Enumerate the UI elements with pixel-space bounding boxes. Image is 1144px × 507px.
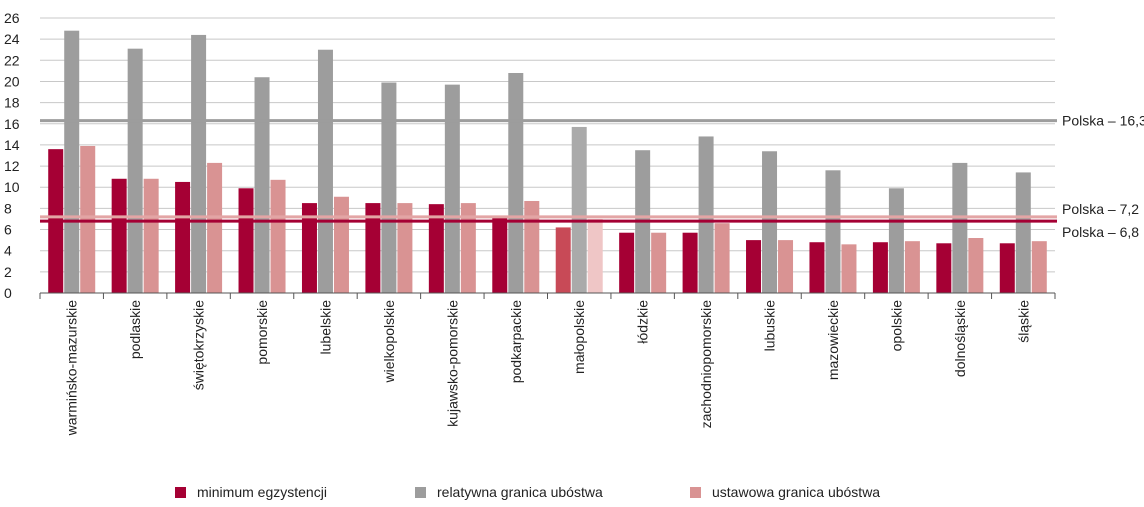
category-label: mazowieckie — [825, 300, 841, 380]
category-label: podkarpackie — [508, 300, 524, 383]
bar-ustawowa-granica-ubóstwa-15 — [1031, 241, 1047, 293]
bar-minimum-egzystencji-6 — [428, 204, 444, 293]
y-tick-label: 12 — [4, 158, 20, 174]
category-label: łódzkie — [635, 300, 651, 344]
category-label: pomorskie — [254, 300, 270, 365]
bar-relatywna-granica-ubóstwa-8 — [571, 126, 587, 293]
bar-ustawowa-granica-ubóstwa-10 — [714, 223, 730, 293]
legend-label: relatywna granica ubóstwa — [437, 484, 603, 500]
bar-relatywna-granica-ubóstwa-14 — [952, 162, 968, 293]
bar-minimum-egzystencji-8 — [555, 227, 571, 293]
category-label: śląskie — [1015, 300, 1031, 343]
y-tick-label: 4 — [4, 243, 12, 259]
reference-line-label: Polska – 7,2 — [1062, 201, 1139, 217]
y-tick-label: 0 — [4, 285, 12, 301]
y-tick-label: 16 — [4, 116, 20, 132]
category-label: warmińsko-mazurskie — [64, 300, 80, 437]
bar-minimum-egzystencji-2 — [175, 181, 191, 293]
legend-swatch — [175, 487, 186, 498]
bar-minimum-egzystencji-5 — [365, 203, 381, 293]
bar-minimum-egzystencji-14 — [936, 243, 952, 293]
legend-label: minimum egzystencji — [197, 484, 327, 500]
category-label: kujawsko-pomorskie — [444, 300, 460, 427]
bar-ustawowa-granica-ubóstwa-3 — [270, 179, 286, 293]
category-label: zachodniopomorskie — [698, 300, 714, 429]
y-tick-label: 8 — [4, 200, 12, 216]
bar-relatywna-granica-ubóstwa-0 — [64, 30, 80, 293]
legend-label: ustawowa granica ubóstwa — [712, 484, 880, 500]
category-label: wielkopolskie — [381, 300, 397, 384]
bar-relatywna-granica-ubóstwa-4 — [317, 49, 333, 293]
y-tick-label: 2 — [4, 264, 12, 280]
bar-ustawowa-granica-ubóstwa-9 — [651, 232, 667, 293]
legend-swatch — [690, 487, 701, 498]
category-label: lubelskie — [317, 300, 333, 355]
category-label: lubuskie — [762, 300, 778, 352]
bar-relatywna-granica-ubóstwa-10 — [698, 136, 714, 293]
bar-ustawowa-granica-ubóstwa-2 — [207, 162, 223, 293]
bar-minimum-egzystencji-1 — [111, 178, 127, 293]
category-label: małopolskie — [571, 300, 587, 374]
bar-ustawowa-granica-ubóstwa-13 — [904, 241, 920, 293]
bar-relatywna-granica-ubóstwa-6 — [444, 84, 460, 293]
y-tick-label: 6 — [4, 222, 12, 238]
bar-ustawowa-granica-ubóstwa-4 — [333, 196, 349, 293]
category-label: opolskie — [888, 300, 904, 352]
bar-relatywna-granica-ubóstwa-1 — [127, 48, 143, 293]
legend-swatch — [415, 487, 426, 498]
bar-relatywna-granica-ubóstwa-12 — [825, 170, 841, 293]
category-label: świętokrzyskie — [191, 300, 207, 390]
bar-minimum-egzystencji-11 — [746, 240, 762, 293]
bar-minimum-egzystencji-4 — [301, 203, 317, 293]
y-tick-label: 26 — [4, 10, 20, 26]
reference-line-label: Polska – 16,3 — [1062, 113, 1144, 129]
bar-relatywna-granica-ubóstwa-2 — [191, 34, 207, 294]
y-tick-label: 24 — [4, 31, 20, 47]
y-tick-label: 18 — [4, 95, 20, 111]
bar-ustawowa-granica-ubóstwa-11 — [778, 240, 794, 293]
bar-minimum-egzystencji-13 — [872, 242, 888, 293]
bar-ustawowa-granica-ubóstwa-1 — [143, 178, 159, 293]
bar-minimum-egzystencji-10 — [682, 232, 698, 293]
bar-ustawowa-granica-ubóstwa-8 — [587, 218, 603, 293]
bar-ustawowa-granica-ubóstwa-7 — [524, 200, 540, 293]
y-tick-label: 20 — [4, 73, 20, 89]
category-label: dolnośląskie — [952, 300, 968, 377]
bar-minimum-egzystencji-15 — [999, 243, 1015, 293]
bar-relatywna-granica-ubóstwa-13 — [888, 188, 904, 293]
bar-relatywna-granica-ubóstwa-7 — [508, 73, 524, 293]
bar-relatywna-granica-ubóstwa-3 — [254, 77, 270, 293]
y-tick-label: 22 — [4, 52, 20, 68]
bar-relatywna-granica-ubóstwa-5 — [381, 82, 397, 294]
axes: 02468101214161820222426warmińsko-mazursk… — [4, 10, 1056, 437]
bar-ustawowa-granica-ubóstwa-12 — [841, 244, 857, 293]
bar-ustawowa-granica-ubóstwa-0 — [80, 145, 96, 293]
bar-minimum-egzystencji-9 — [619, 232, 635, 293]
bar-minimum-egzystencji-7 — [492, 217, 508, 293]
reference-lines: Polska – 16,3 Polska – 7,2 Polska – 6,8 — [40, 113, 1144, 240]
y-tick-label: 14 — [4, 137, 20, 153]
category-label: podlaskie — [127, 300, 143, 359]
bar-ustawowa-granica-ubóstwa-5 — [397, 203, 413, 293]
legend: minimum egzystencji relatywna granica ubó… — [175, 484, 880, 500]
bar-ustawowa-granica-ubóstwa-14 — [968, 238, 984, 293]
bar-relatywna-granica-ubóstwa-15 — [1015, 172, 1031, 293]
bar-minimum-egzystencji-3 — [238, 188, 254, 293]
y-tick-label: 10 — [4, 179, 20, 195]
bar-ustawowa-granica-ubóstwa-6 — [460, 203, 476, 293]
bars — [48, 30, 1047, 294]
reference-line-label: Polska – 6,8 — [1062, 224, 1139, 240]
bar-minimum-egzystencji-12 — [809, 242, 825, 293]
